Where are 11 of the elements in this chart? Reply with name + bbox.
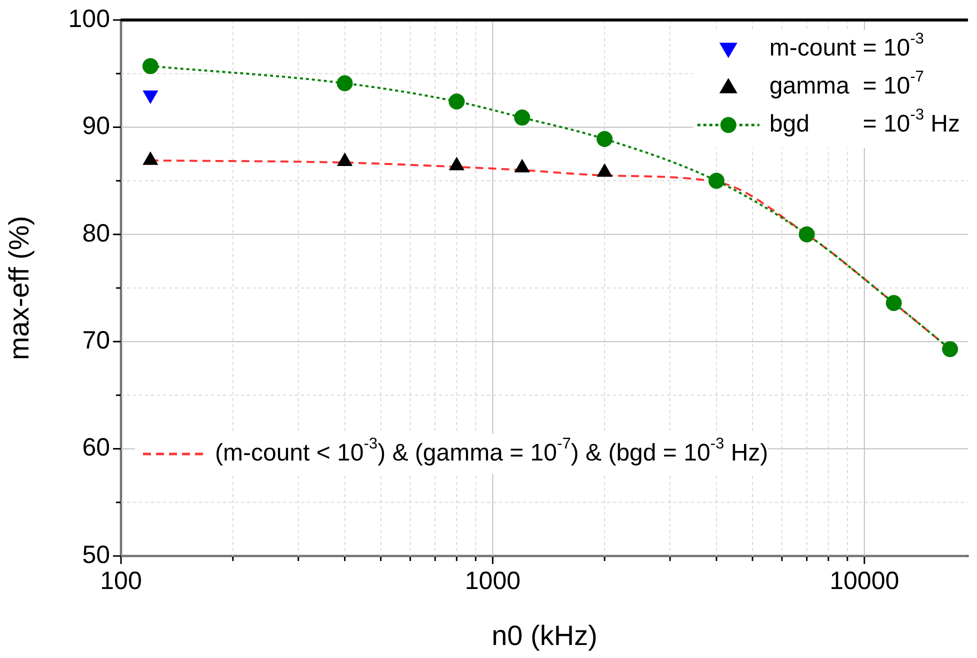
y-tick-label: 80 [82,219,110,248]
x-axis-title: n0 (kHz) [492,620,598,651]
y-tick-label: 90 [82,112,110,140]
y-tick-label: 50 [82,540,110,569]
y-tick-label: 60 [82,434,110,462]
y-axis-title: max-eff (%) [4,216,35,360]
y-tick-label: 70 [82,326,110,354]
x-tick-label: 10000 [830,566,900,595]
x-tick-label: 1000 [464,566,521,595]
x-tick-label: 100 [100,566,142,595]
y-tick-label: 100 [68,4,110,33]
